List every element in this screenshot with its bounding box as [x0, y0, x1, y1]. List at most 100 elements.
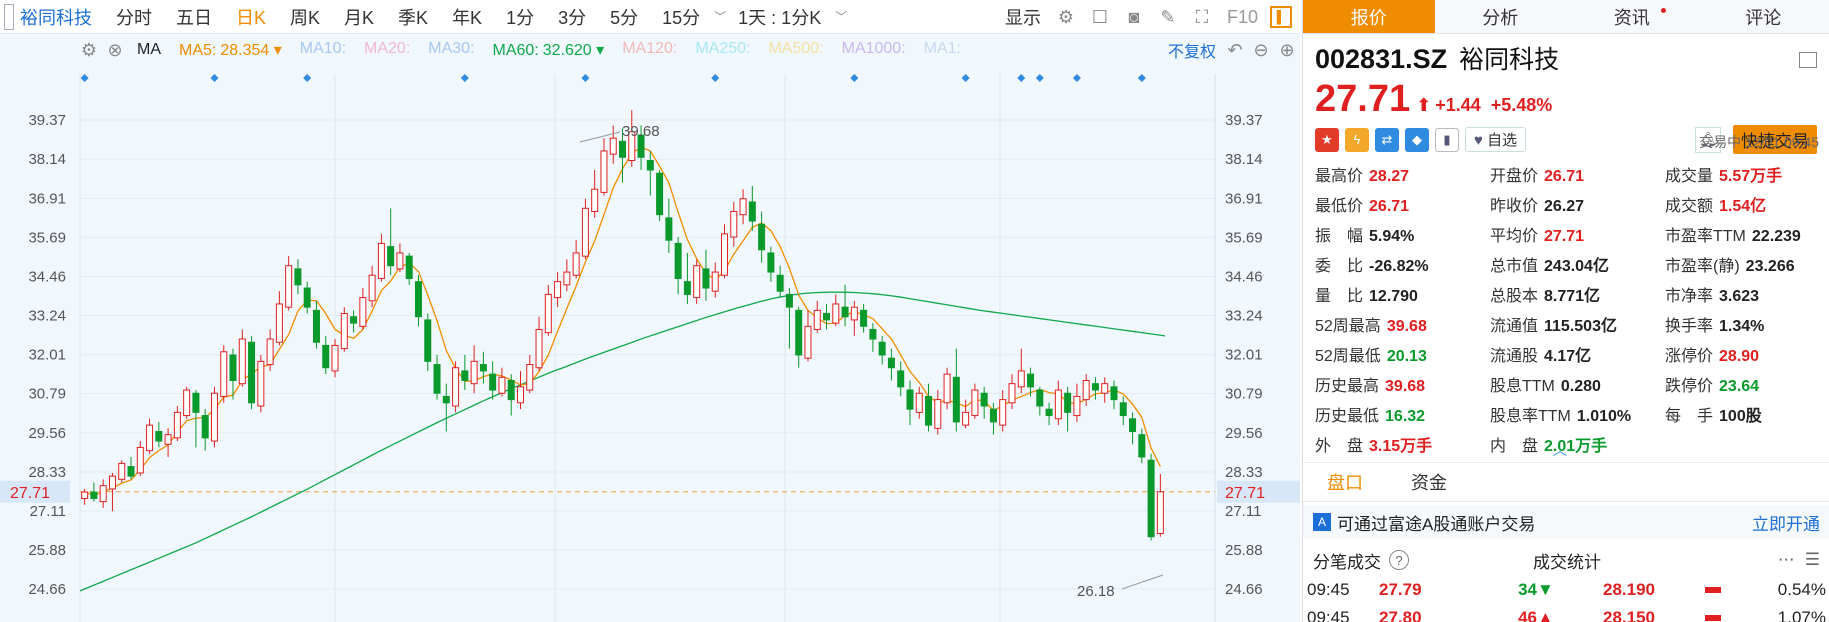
candle-body[interactable] [739, 198, 747, 216]
tab-period[interactable]: 日K [236, 7, 267, 28]
candle-body[interactable] [312, 309, 320, 343]
candle-body[interactable] [285, 265, 293, 308]
candle-body[interactable] [776, 274, 784, 292]
candle-body[interactable] [303, 287, 311, 308]
candle-body[interactable] [943, 373, 951, 404]
candle-body[interactable] [331, 344, 339, 372]
list-icon[interactable]: ☰ [1804, 550, 1820, 569]
tab-period[interactable]: 月K [344, 7, 375, 28]
candle-body[interactable] [229, 354, 237, 381]
candle-body[interactable] [878, 341, 886, 356]
candle-body[interactable] [275, 303, 283, 343]
candle-body[interactable] [461, 370, 469, 381]
candle-body[interactable] [971, 389, 979, 417]
tab-period[interactable]: 五日 [176, 7, 212, 28]
candle-body[interactable] [470, 360, 478, 385]
candle-body[interactable] [266, 338, 274, 366]
watchlist-button[interactable]: ♥ 自选 [1465, 127, 1527, 152]
candle-body[interactable] [1017, 370, 1025, 388]
tab-0[interactable]: 报价 [1303, 0, 1435, 33]
candle-body[interactable] [813, 309, 821, 330]
help-icon[interactable]: ? [1389, 550, 1409, 570]
candle-body[interactable] [656, 172, 664, 216]
candle-body[interactable] [721, 233, 729, 276]
candle-body[interactable] [850, 306, 858, 321]
candle-body[interactable] [581, 207, 589, 257]
f10-button[interactable]: F10 [1226, 6, 1258, 27]
ma-item[interactable]: MA30: [419, 40, 483, 60]
ma-item[interactable]: MA1: [915, 40, 970, 60]
fast-trade-button[interactable]: 快捷交易 [1733, 125, 1817, 154]
candle-body[interactable] [210, 392, 218, 442]
candle-body[interactable] [887, 357, 895, 369]
candle-body[interactable] [359, 297, 367, 327]
candle-body[interactable] [108, 475, 116, 490]
candle-body[interactable] [628, 131, 636, 161]
candle-body[interactable] [795, 309, 803, 356]
event-marker-icon[interactable] [460, 74, 469, 82]
candle-body[interactable] [1147, 459, 1155, 538]
event-marker-icon[interactable] [581, 74, 590, 82]
candle-body[interactable] [823, 313, 831, 321]
ma-item[interactable]: MA20: [355, 40, 419, 60]
candle-body[interactable] [934, 399, 942, 429]
tab-period[interactable]: 15分 [662, 7, 701, 28]
candle-body[interactable] [442, 395, 450, 404]
candle-body[interactable] [609, 137, 617, 155]
candle-body[interactable] [693, 265, 701, 299]
caret-down-icon[interactable]: ▾ [591, 42, 605, 59]
kline-svg[interactable]: 39.37 39.37 38.14 38.14 36.91 36.91 35.69 35.69… [0, 34, 1300, 622]
shuffle-icon[interactable]: ⇄ [1375, 127, 1399, 152]
candle-body[interactable] [173, 411, 181, 439]
collapse-caret-icon[interactable]: ︿ [1553, 442, 1567, 458]
event-marker-icon[interactable] [1035, 74, 1044, 82]
candle-body[interactable] [591, 188, 599, 213]
gear-icon[interactable]: ⚙ [80, 39, 98, 60]
caret-down-icon[interactable]: ▾ [269, 42, 282, 59]
candle-body[interactable] [563, 271, 571, 286]
candle-body[interactable] [897, 370, 905, 388]
candle-body[interactable] [99, 485, 107, 503]
adjust-toggle[interactable]: 不复权 [1167, 44, 1216, 61]
candle-body[interactable] [81, 491, 89, 499]
subtab[interactable]: 盘口 [1327, 473, 1363, 493]
candle-body[interactable] [683, 281, 691, 295]
candle-body[interactable] [554, 281, 562, 299]
sidebar-toggle[interactable] [4, 3, 14, 30]
candle-body[interactable] [665, 217, 673, 241]
candle-body[interactable] [90, 491, 98, 499]
candle-body[interactable] [860, 309, 868, 327]
candle-body[interactable] [516, 386, 524, 404]
candle-body[interactable] [758, 223, 766, 251]
ma-item[interactable]: MA60: 32.620 ▾ [484, 40, 614, 60]
tab-2[interactable]: 资讯 [1566, 0, 1698, 33]
event-marker-icon[interactable] [961, 74, 970, 82]
candle-body[interactable] [1054, 389, 1062, 420]
candle-body[interactable] [405, 255, 413, 279]
event-marker-icon[interactable] [1017, 74, 1026, 82]
candle-body[interactable] [498, 376, 506, 394]
candle-body[interactable] [377, 242, 385, 279]
zoom-out-icon[interactable]: ⊖ [1253, 39, 1269, 60]
subtab[interactable]: 资金 [1411, 473, 1447, 493]
candle-body[interactable] [1045, 408, 1053, 417]
candle-body[interactable] [980, 392, 988, 407]
tab-period[interactable]: 5分 [610, 7, 639, 28]
camera-icon[interactable]: ◙ [1128, 6, 1140, 27]
candle-body[interactable] [702, 268, 710, 289]
zoom-in-icon[interactable]: ⊕ [1279, 39, 1295, 60]
candle-body[interactable] [1036, 389, 1044, 407]
candle-body[interactable] [507, 379, 515, 401]
candle-body[interactable] [340, 313, 348, 350]
candle-body[interactable] [452, 367, 460, 407]
candle-body[interactable] [489, 373, 497, 391]
candle-body[interactable] [1064, 392, 1072, 413]
candle-body[interactable] [127, 466, 135, 477]
more-icon[interactable]: ⋯ [1777, 550, 1795, 569]
tab-1[interactable]: 分析 [1435, 0, 1567, 33]
event-marker-icon[interactable] [1072, 74, 1081, 82]
candle-body[interactable] [1156, 491, 1164, 535]
event-marker-icon[interactable] [711, 74, 720, 82]
candle-body[interactable] [1129, 418, 1137, 432]
candle-body[interactable] [479, 364, 487, 372]
